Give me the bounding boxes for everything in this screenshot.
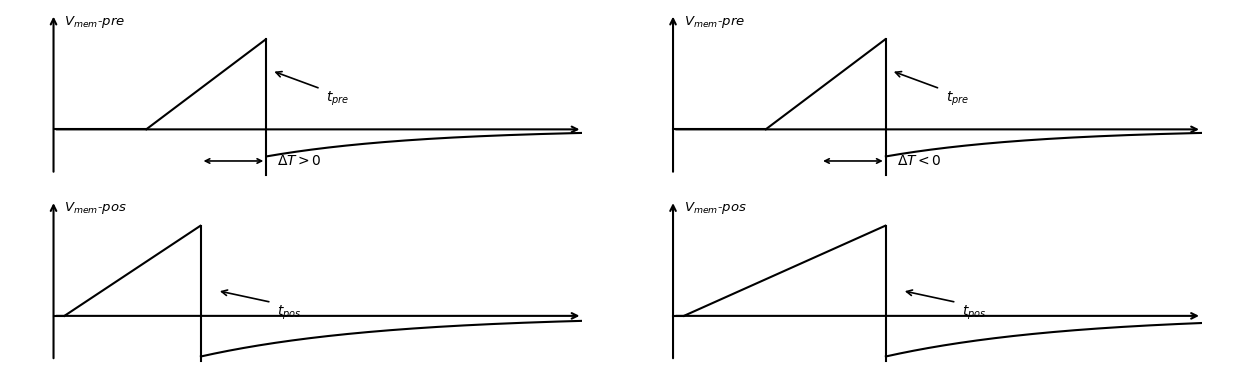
Text: $t_{pre}$: $t_{pre}$ <box>945 90 969 108</box>
Text: $V_{mem}$-$pre$: $V_{mem}$-$pre$ <box>64 14 125 30</box>
Text: $t_{pre}$: $t_{pre}$ <box>326 90 349 108</box>
Text: $V_{mem}$-$pos$: $V_{mem}$-$pos$ <box>64 200 128 216</box>
Text: $\Delta T>0$: $\Delta T>0$ <box>278 154 322 168</box>
Text: $V_{mem}$-$pre$: $V_{mem}$-$pre$ <box>684 14 745 30</box>
Text: $t_{pos}$: $t_{pos}$ <box>278 304 301 322</box>
Text: $\Delta T<0$: $\Delta T<0$ <box>897 154 942 168</box>
Text: $V_{mem}$-$pos$: $V_{mem}$-$pos$ <box>684 200 747 216</box>
Text: $t_{pos}$: $t_{pos}$ <box>961 304 986 322</box>
